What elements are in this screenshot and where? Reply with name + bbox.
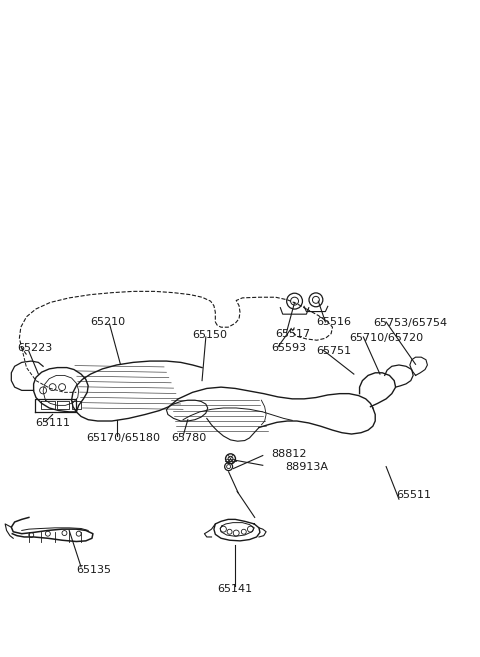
Text: 65511: 65511 <box>396 489 432 499</box>
Text: 65751: 65751 <box>316 346 351 356</box>
Text: 65223: 65223 <box>17 343 52 353</box>
Text: 65710/65720: 65710/65720 <box>349 333 423 343</box>
Text: 65753/65754: 65753/65754 <box>373 318 447 328</box>
Text: 65150: 65150 <box>192 330 228 340</box>
Text: 65111: 65111 <box>35 418 70 428</box>
Text: 65516: 65516 <box>316 317 351 327</box>
Text: 65141: 65141 <box>218 584 253 594</box>
Text: 65210: 65210 <box>91 317 126 327</box>
Text: 65517: 65517 <box>276 328 311 339</box>
Text: 88913A: 88913A <box>285 462 328 472</box>
Text: 65170/65180: 65170/65180 <box>86 433 160 443</box>
Text: 65780: 65780 <box>171 433 206 443</box>
Text: 88812: 88812 <box>271 449 306 459</box>
Text: 65135: 65135 <box>76 564 111 574</box>
Text: 65593: 65593 <box>271 343 306 353</box>
